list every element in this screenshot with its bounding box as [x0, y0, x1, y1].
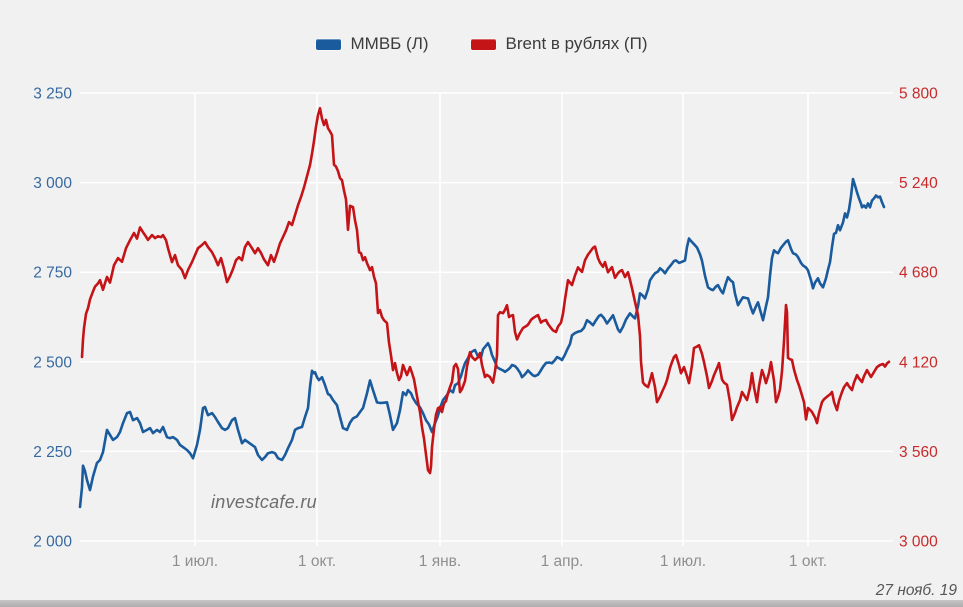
date-label: 27 нояб. 19 — [875, 582, 957, 599]
y-axis-tick-left: 2 250 — [33, 444, 72, 461]
x-axis-tick: 1 окт. — [298, 553, 336, 570]
bottom-strip — [0, 600, 963, 607]
mmvb-series-swatch-icon — [315, 38, 341, 50]
legend-item-mmvb[interactable]: ММВБ (Л) — [315, 34, 429, 54]
x-axis-tick: 1 апр. — [541, 553, 584, 570]
x-axis-tick: 1 июл. — [660, 553, 706, 570]
x-axis-tick: 1 июл. — [172, 553, 218, 570]
y-axis-tick-left: 3 250 — [33, 86, 72, 103]
watermark: investcafe.ru — [211, 492, 317, 512]
x-axis-tick: 1 янв. — [419, 553, 461, 570]
series-line-mmvb — [78, 177, 886, 509]
series-line-brent — [80, 106, 891, 475]
y-axis-tick-left: 2 500 — [33, 354, 72, 371]
y-axis-tick-right: 4 120 — [899, 354, 938, 371]
brent-series-swatch-icon — [470, 38, 496, 50]
y-axis-tick-left: 2 750 — [33, 265, 72, 282]
y-axis-tick-right: 3 000 — [899, 534, 938, 551]
legend-item-brent[interactable]: Brent в рублях (П) — [470, 34, 648, 54]
mmvb-series-label: ММВБ (Л) — [350, 34, 429, 53]
x-axis-tick: 1 окт. — [789, 553, 827, 570]
y-axis-tick-right: 5 240 — [899, 175, 938, 192]
y-axis-tick-left: 2 000 — [33, 534, 72, 551]
y-axis-tick-left: 3 000 — [33, 175, 72, 192]
y-axis-tick-right: 3 560 — [899, 444, 938, 461]
y-axis-tick-right: 4 680 — [899, 265, 938, 282]
brent-series-label: Brent в рублях (П) — [505, 34, 648, 53]
legend: ММВБ (Л) Brent в рублях (П) — [0, 31, 963, 57]
y-axis-tick-right: 5 800 — [899, 86, 938, 103]
